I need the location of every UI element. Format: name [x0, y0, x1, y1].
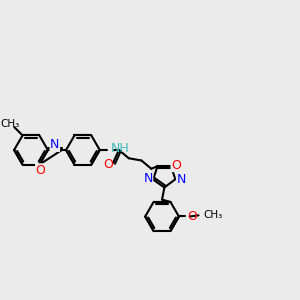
Text: O: O [103, 158, 113, 170]
Text: CH₃: CH₃ [204, 210, 223, 220]
Text: NH: NH [111, 142, 130, 155]
Text: O: O [36, 164, 46, 177]
Text: N: N [50, 138, 59, 152]
Text: N: N [176, 173, 186, 186]
Text: N: N [143, 172, 153, 185]
Text: CH₃: CH₃ [1, 119, 20, 129]
Text: O: O [171, 158, 181, 172]
Text: O: O [187, 210, 197, 223]
